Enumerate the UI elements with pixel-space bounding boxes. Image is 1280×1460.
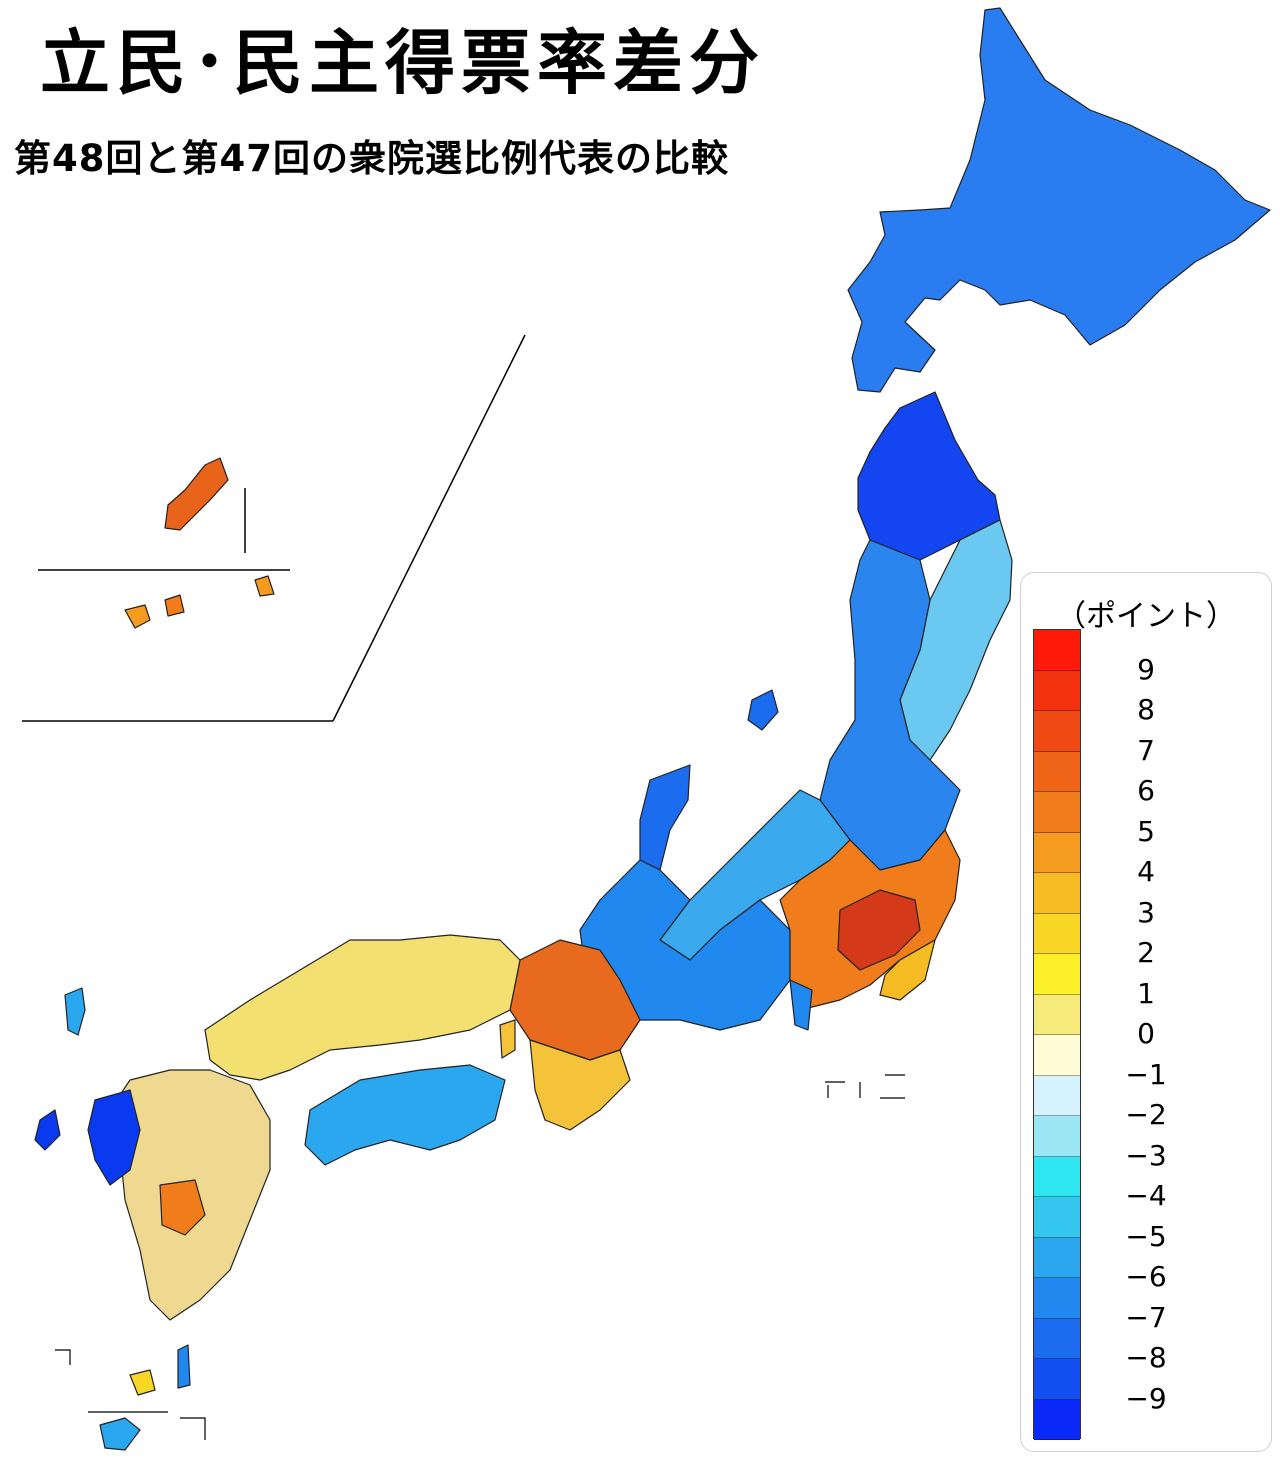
legend-tick-label: 9 <box>1137 652 1155 686</box>
legend-tick-label: 8 <box>1137 693 1155 726</box>
region-kyushu-west <box>87 1089 141 1186</box>
region-awaji <box>499 1019 516 1059</box>
legend-swatch <box>1034 1318 1080 1359</box>
region-yaeyama <box>124 604 151 629</box>
region-kumamoto <box>159 1179 206 1236</box>
region-izu <box>789 979 813 1031</box>
legend-color-bar <box>1033 629 1081 1440</box>
region-amami <box>99 1417 141 1451</box>
region-goto <box>34 1109 61 1151</box>
region-tsushima <box>64 987 86 1036</box>
legend-swatch <box>1034 670 1080 711</box>
region-kanto-core <box>837 889 921 971</box>
legend-tick-label: −7 <box>1125 1300 1167 1334</box>
legend-swatch <box>1034 994 1080 1035</box>
region-ishigaki <box>164 594 185 617</box>
region-chugoku <box>204 934 521 1081</box>
legend-tick-label: 3 <box>1137 895 1155 929</box>
legend-swatch <box>1034 1116 1080 1157</box>
legend-swatch <box>1034 1237 1080 1278</box>
legend-unit-label: （ポイント） <box>1056 599 1236 634</box>
legend-swatch <box>1034 954 1080 995</box>
legend-tick-label: −8 <box>1125 1341 1167 1374</box>
legend-tick-label: −2 <box>1125 1098 1167 1131</box>
legend-swatch <box>1034 630 1080 671</box>
region-yakushima <box>129 1369 156 1396</box>
region-chubu <box>579 859 791 1031</box>
legend-tick-label: −6 <box>1125 1260 1167 1293</box>
legend-tick-label: −5 <box>1125 1219 1167 1253</box>
island-inset-markers <box>55 1074 905 1440</box>
legend-tick-label: 2 <box>1137 936 1155 969</box>
legend-swatch <box>1034 711 1080 752</box>
legend-swatch <box>1034 792 1080 833</box>
region-tanegashima <box>177 1344 191 1389</box>
map-subtitle: 第48回と第47回の衆院選比例代表の比較 <box>14 137 729 180</box>
legend-swatch <box>1034 1035 1080 1076</box>
legend-swatch <box>1034 1197 1080 1238</box>
legend-swatch <box>1034 873 1080 914</box>
legend-swatch <box>1034 913 1080 954</box>
legend-swatch <box>1034 1075 1080 1116</box>
region-okinawa <box>164 457 229 531</box>
map-title: 立民･民主得票率差分 <box>40 22 765 104</box>
legend-tick-label: 5 <box>1137 814 1155 848</box>
color-legend: （ポイント） 9 8 7 6 5 4 3 2 1 0 −1 −2 −3 −4 −5 −6 −7 −8 −9 <box>1020 572 1272 1452</box>
region-shikoku <box>304 1064 506 1166</box>
region-kii <box>529 1039 631 1131</box>
region-sado <box>747 689 779 731</box>
legend-tick-label: 0 <box>1137 1017 1155 1050</box>
legend-swatch <box>1034 1156 1080 1197</box>
region-chiba <box>879 939 936 1001</box>
legend-tick-label: 4 <box>1137 855 1155 888</box>
legend-tick-label: 1 <box>1137 976 1155 1010</box>
legend-tick-label: 6 <box>1137 774 1155 807</box>
legend-tick-label: −1 <box>1125 1057 1167 1091</box>
legend-swatch <box>1034 1399 1080 1440</box>
legend-swatch <box>1034 1359 1080 1400</box>
region-noto <box>639 764 691 871</box>
legend-swatch <box>1034 1278 1080 1319</box>
legend-tick-label: −3 <box>1125 1138 1167 1172</box>
okinawa-inset-frame <box>22 334 526 722</box>
legend-tick-label: −4 <box>1125 1179 1167 1212</box>
legend-tick-label: −9 <box>1125 1381 1167 1415</box>
legend-swatch <box>1034 751 1080 792</box>
region-miyako <box>254 575 275 597</box>
legend-tick-label: 7 <box>1137 733 1155 767</box>
region-hokkaido <box>847 7 1271 393</box>
legend-swatch <box>1034 832 1080 873</box>
